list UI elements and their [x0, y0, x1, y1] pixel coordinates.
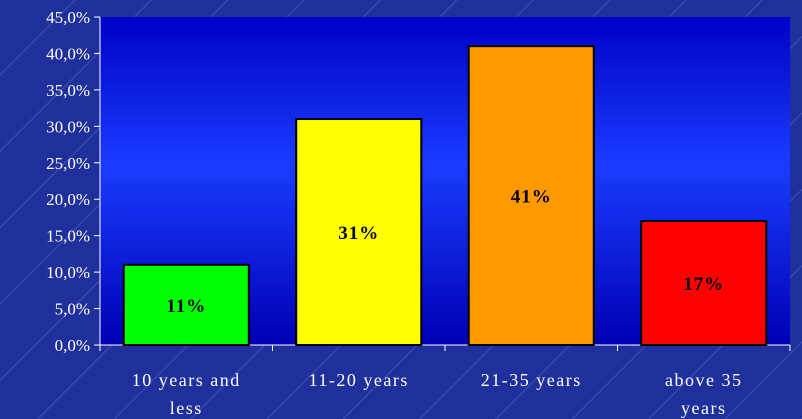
y-tick-label: 25,0%: [46, 154, 90, 173]
x-axis: 10 years and less 11-20 years 21-35 years ab…: [99, 344, 791, 418]
y-tick-label: 40,0%: [46, 44, 90, 63]
x-category-label-line: 11-20 years: [309, 370, 409, 390]
bar: [295, 118, 423, 346]
x-category-label-line: above 35: [665, 370, 742, 390]
y-tick-label: 15,0%: [46, 227, 90, 246]
bar: [122, 263, 250, 347]
x-category-label: 21-35 years: [481, 370, 582, 390]
data-label: 31%: [338, 223, 379, 244]
x-category-label: 10 years and less: [132, 370, 241, 418]
bar: [640, 220, 768, 346]
y-tick-label: 0,0%: [55, 336, 90, 355]
x-category-label: above 35 years: [665, 370, 742, 418]
x-category-label: 11-20 years: [309, 370, 409, 390]
data-label: 11%: [166, 296, 206, 317]
data-label: 17%: [683, 274, 724, 295]
y-tick-label: 20,0%: [46, 190, 90, 209]
y-tick-label: 5,0%: [55, 300, 90, 319]
x-category-label-line: less: [170, 398, 203, 418]
bars-group: [122, 45, 768, 347]
data-label: 41%: [511, 187, 552, 208]
y-axis: 0,0% 5,0% 10,0% 15,0% 20,0% 25,0% 30,0% 35,0% 40…: [46, 8, 101, 355]
data-labels-group: 11% 31% 41% 17%: [166, 187, 724, 317]
x-category-label-line: 21-35 years: [481, 370, 582, 390]
bar: [467, 45, 595, 347]
y-tick-label: 30,0%: [46, 117, 90, 136]
y-tick-label: 45,0%: [46, 8, 90, 27]
x-category-label-line: years: [681, 398, 726, 418]
x-category-label-line: 10 years and: [132, 370, 241, 390]
y-tick-label: 35,0%: [46, 81, 90, 100]
y-tick-label: 10,0%: [46, 263, 90, 282]
